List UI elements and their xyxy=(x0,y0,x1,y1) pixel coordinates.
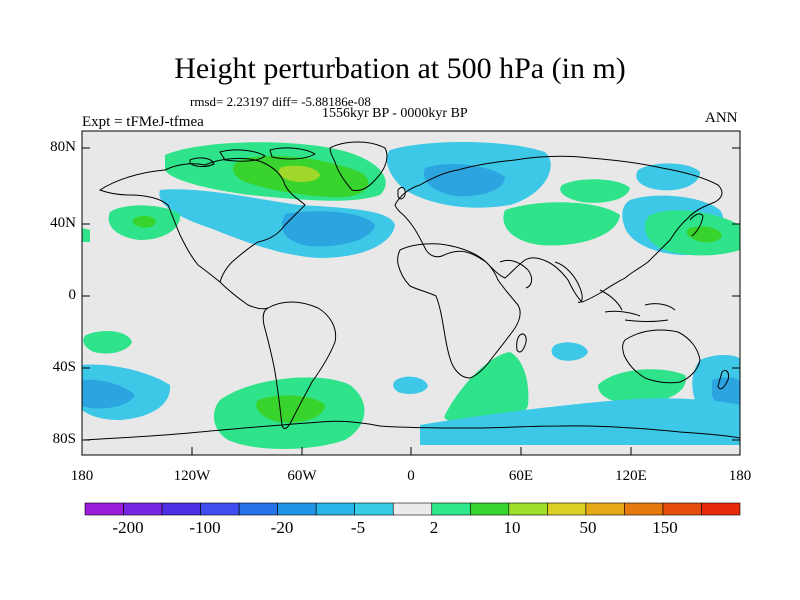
coastline-south-america xyxy=(262,301,337,430)
coastline-arctic-islands xyxy=(189,147,316,167)
colorbar-swatch xyxy=(701,502,741,516)
colorbar-swatch xyxy=(469,502,510,516)
anomaly-region xyxy=(83,330,132,354)
anomaly-region xyxy=(636,163,700,191)
colorbar-swatch xyxy=(238,502,278,516)
anomaly-region xyxy=(393,376,428,394)
colorbar-swatch xyxy=(123,502,163,516)
y-tick-label: 0 xyxy=(68,287,77,303)
colorbar-swatch xyxy=(431,502,471,516)
rmsd-stats: rmsd= 2.23197 diff= -5.88186e-08 xyxy=(190,94,371,109)
colorbar-swatch xyxy=(161,502,201,516)
anomaly-region xyxy=(281,211,375,247)
colorbar-label: -100 xyxy=(189,518,221,537)
anomaly-region xyxy=(551,342,588,361)
colorbar-label: 10 xyxy=(503,518,521,537)
y-tick-label: 40N xyxy=(50,215,76,231)
colorbar-label: -20 xyxy=(270,518,294,537)
anomaly-region xyxy=(278,165,320,183)
x-tick-label: 180 xyxy=(728,468,752,484)
colorbar-swatch xyxy=(315,502,356,516)
colorbar-label: 150 xyxy=(652,518,678,537)
coastlines xyxy=(82,141,740,441)
x-tick-label: 120E xyxy=(615,468,647,484)
colorbar-label: -200 xyxy=(112,518,144,537)
colorbar-label: -5 xyxy=(350,518,366,537)
anomaly-region xyxy=(598,369,686,404)
coastline-madagascar xyxy=(516,333,527,353)
axis-ticks xyxy=(81,147,741,455)
coastline-new-zealand xyxy=(717,369,729,390)
anomaly-region xyxy=(686,226,722,243)
colorbar-swatch xyxy=(547,502,587,516)
anomaly-region xyxy=(82,379,135,409)
colorbar xyxy=(84,502,741,516)
coastline-australia xyxy=(622,329,701,384)
colorbar-swatch xyxy=(354,502,394,516)
anomaly-region xyxy=(256,395,325,423)
y-tick-label: 80N xyxy=(50,139,76,155)
colorbar-label: 50 xyxy=(579,518,597,537)
coastline-central-america xyxy=(219,281,269,310)
colorbar-swatch xyxy=(84,502,124,516)
y-tick-label: 40S xyxy=(52,359,76,375)
colorbar-swatch xyxy=(277,502,317,516)
anomaly-fill-regions xyxy=(82,141,740,449)
colorbar-swatch xyxy=(200,502,240,516)
anomaly-region xyxy=(560,179,630,203)
map-title: Height perturbation at 500 hPa (in m) xyxy=(174,52,626,85)
coastline-south-asia xyxy=(499,259,583,303)
colorbar-swatch xyxy=(662,502,702,516)
coastline-africa xyxy=(397,243,521,379)
coastline-north-america xyxy=(98,157,306,283)
anomaly-region xyxy=(132,215,156,228)
season-label: ANN xyxy=(705,110,738,126)
x-tick-label: 120W xyxy=(173,468,211,484)
colorbar-label: 2 xyxy=(429,518,439,537)
x-tick-label: 60E xyxy=(508,468,534,484)
x-tick-label: 60W xyxy=(287,468,317,484)
y-tick-label: 80S xyxy=(52,431,76,447)
colorbar-swatch xyxy=(624,502,664,516)
x-tick-label: 0 xyxy=(407,468,415,484)
coastline-japan xyxy=(689,213,704,237)
anomaly-region xyxy=(82,228,90,242)
coastline-british-isles xyxy=(397,187,406,200)
anomaly-region xyxy=(420,398,740,445)
anomaly-region xyxy=(444,352,529,422)
coastline-southeast-asia xyxy=(599,289,676,322)
x-tick-label: 180 xyxy=(70,468,94,484)
anomaly-region xyxy=(423,164,505,197)
colorbar-swatch xyxy=(508,502,548,516)
coastline-eurasia xyxy=(394,155,723,303)
coastline-antarctica xyxy=(82,420,740,441)
period-label: 1556kyr BP - 0000kyr BP xyxy=(322,106,468,121)
experiment-label: Expt = tFMeJ-tfmea xyxy=(82,114,204,130)
coastline-greenland xyxy=(329,141,388,191)
colorbar-swatch xyxy=(585,502,625,516)
anomaly-region xyxy=(503,202,620,246)
colorbar-swatch xyxy=(392,502,433,516)
